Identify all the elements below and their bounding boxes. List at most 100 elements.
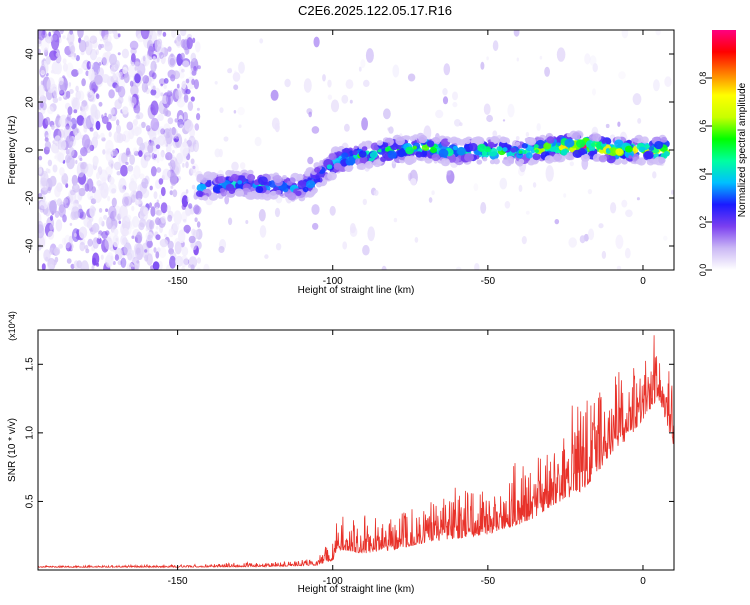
noise-speckle <box>38 155 43 161</box>
noise-speckle <box>131 53 136 63</box>
noise-speckle <box>150 100 159 116</box>
noise-speckle <box>636 197 640 201</box>
noise-speckle <box>587 189 593 195</box>
noise-speckle <box>81 78 86 87</box>
noise-speckle <box>101 52 110 67</box>
noise-speckle <box>153 154 157 159</box>
noise-speckle <box>137 63 146 76</box>
snr-ylabel: SNR (10 * v/v) <box>7 418 18 482</box>
noise-speckle <box>38 30 46 41</box>
noise-speckle <box>143 207 149 216</box>
noise-speckle <box>182 60 190 68</box>
noise-speckle <box>167 46 172 52</box>
noise-speckle <box>94 74 103 85</box>
noise-speckle <box>93 237 98 243</box>
noise-speckle <box>147 143 154 154</box>
noise-speckle <box>43 127 52 138</box>
noise-speckle <box>103 245 109 252</box>
y-tick-label: 0.5 <box>25 494 36 508</box>
noise-speckle <box>72 183 80 193</box>
noise-speckle <box>160 186 166 197</box>
noise-speckle <box>233 110 237 114</box>
noise-speckle <box>67 30 75 45</box>
noise-speckle <box>196 107 200 111</box>
ridge-blob <box>590 142 596 147</box>
noise-speckle <box>129 154 136 165</box>
noise-speckle <box>156 167 162 173</box>
noise-speckle <box>163 78 169 84</box>
noise-speckle <box>183 94 189 103</box>
noise-speckle <box>132 216 140 228</box>
noise-speckle <box>39 205 45 213</box>
noise-speckle <box>122 192 131 208</box>
ridge-blob <box>237 190 244 197</box>
noise-speckle <box>121 48 129 59</box>
noise-speckle <box>362 244 370 256</box>
noise-speckle <box>47 230 55 240</box>
noise-speckle <box>167 117 174 125</box>
ridge-blob <box>464 138 471 145</box>
noise-speckle <box>598 223 604 229</box>
ridge-blob <box>217 176 226 184</box>
noise-speckle <box>92 237 99 249</box>
noise-speckle <box>86 220 93 229</box>
noise-speckle <box>186 196 190 203</box>
ridge-blob <box>654 141 664 150</box>
noise-speckle <box>71 69 79 77</box>
ridge-blob <box>633 156 638 161</box>
noise-speckle <box>40 102 44 108</box>
noise-speckle <box>148 30 157 44</box>
noise-speckle <box>169 159 176 172</box>
y-tick-label: 1.0 <box>25 425 36 439</box>
noise-speckle <box>431 190 435 195</box>
noise-speckle <box>122 196 129 207</box>
noise-speckle <box>145 227 149 232</box>
snr-line-group <box>38 335 674 569</box>
noise-speckle <box>214 148 221 158</box>
noise-speckle <box>39 200 49 210</box>
noise-speckle <box>93 131 99 139</box>
noise-speckle <box>149 82 155 88</box>
noise-speckle <box>75 55 80 62</box>
noise-speckle <box>119 184 125 193</box>
noise-speckle <box>312 222 319 230</box>
noise-speckle <box>203 263 210 270</box>
noise-speckle <box>49 175 57 187</box>
noise-speckle <box>108 116 112 121</box>
noise-speckle <box>118 76 126 90</box>
ridge-blob <box>555 149 561 154</box>
x-tick-label: 0 <box>640 276 646 287</box>
noise-speckle <box>73 183 78 189</box>
noise-speckle <box>84 244 89 250</box>
noise-speckle <box>146 240 153 248</box>
noise-speckle <box>190 96 195 102</box>
noise-speckle <box>162 168 171 180</box>
noise-speckle <box>179 124 185 130</box>
noise-speckle <box>113 161 122 171</box>
noise-speckle <box>53 155 57 159</box>
ridge-blob <box>464 146 471 151</box>
noise-speckle <box>70 189 76 196</box>
noise-speckle <box>156 157 160 164</box>
noise-speckle <box>219 107 224 113</box>
noise-speckle <box>59 167 65 176</box>
noise-speckle <box>105 166 113 176</box>
noise-speckle <box>192 165 196 170</box>
noise-speckle <box>532 182 537 188</box>
noise-speckle <box>87 238 93 247</box>
noise-speckle <box>121 228 129 237</box>
noise-speckle <box>664 76 672 88</box>
noise-speckle <box>525 131 530 137</box>
noise-speckle <box>168 162 172 166</box>
noise-speckle <box>135 104 141 114</box>
noise-speckle <box>69 30 74 35</box>
noise-speckle <box>169 172 178 186</box>
ridge-blob <box>452 145 458 151</box>
noise-speckle <box>159 238 169 248</box>
ridge-blob <box>361 146 368 152</box>
noise-speckle <box>183 224 191 233</box>
noise-speckle <box>129 80 134 87</box>
noise-speckle <box>156 219 162 225</box>
ridge-blob <box>549 151 555 157</box>
